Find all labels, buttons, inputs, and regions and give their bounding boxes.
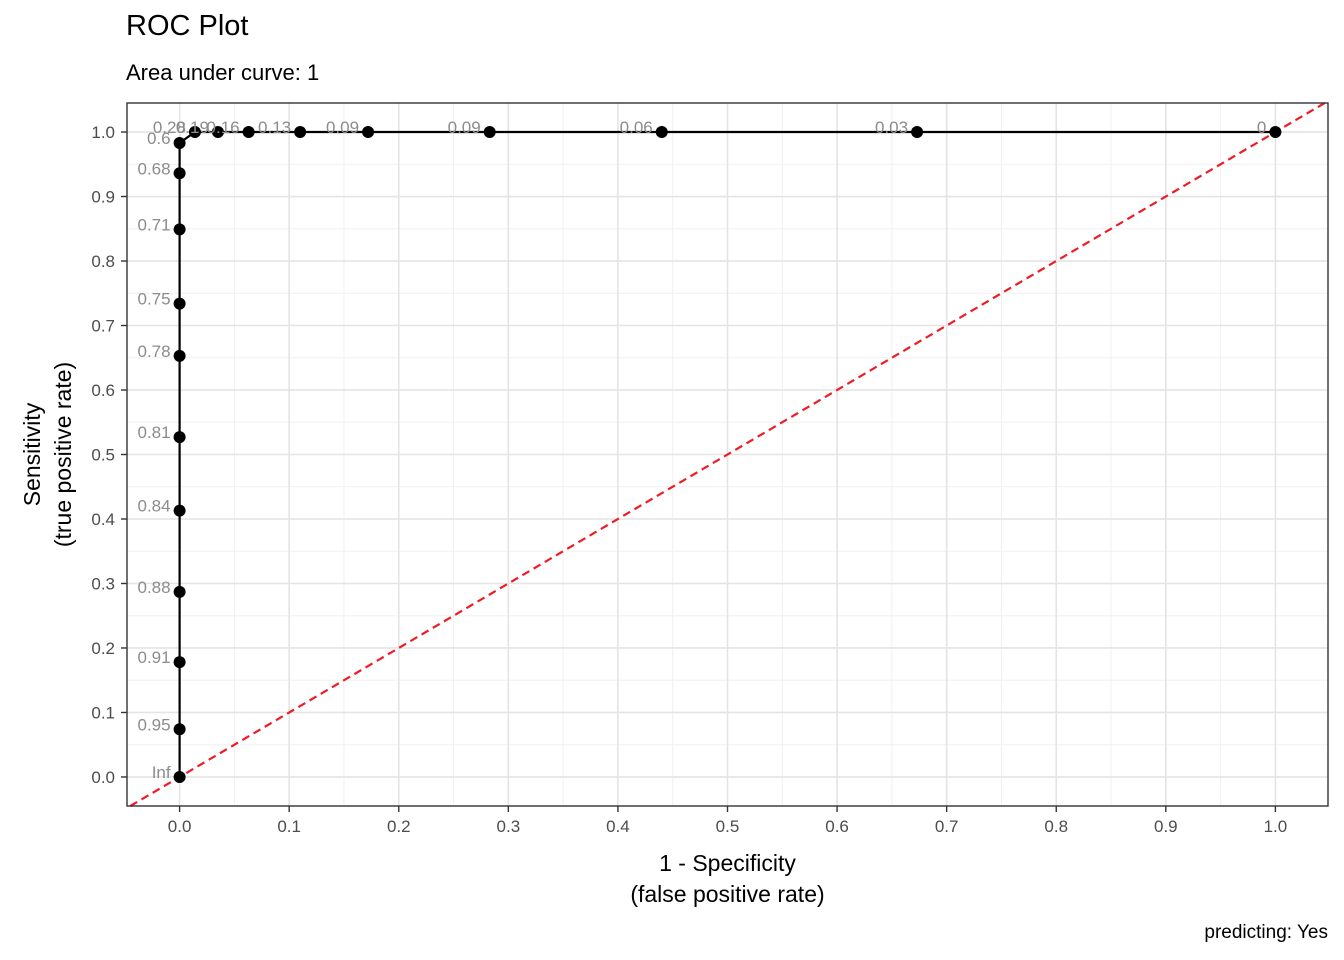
y-axis: 0.0 0.1 0.2 0.3 0.4 0.5 0.6 0.7 0.8 0.9 1.0 <box>91 123 127 787</box>
y-tick-label: 0.3 <box>91 574 115 593</box>
reference-line <box>129 102 1326 807</box>
threshold-labels: Inf 0.95 0.91 0.88 0.84 0.81 0.78 0.75 0.71 0.68 0… <box>138 118 1267 782</box>
x-tick-label: 0.0 <box>168 817 192 836</box>
y-tick-label: 0.8 <box>91 252 115 271</box>
chart-subtitle: Area under curve: 1 <box>126 60 320 85</box>
y-tick-label: 0.7 <box>91 317 115 336</box>
reference-diagonal <box>129 102 1326 807</box>
roc-point <box>173 585 186 598</box>
threshold-label: 0.16 <box>207 118 240 137</box>
y-tick-label: 0.5 <box>91 446 115 465</box>
y-tick-label: 0.9 <box>91 188 115 207</box>
roc-point <box>173 431 186 444</box>
x-tick-label: 0.5 <box>716 817 740 836</box>
threshold-label: 0.75 <box>138 290 171 309</box>
y-tick-label: 0.4 <box>91 510 115 529</box>
threshold-label: 0.78 <box>138 342 171 361</box>
x-tick-label: 0.1 <box>277 817 301 836</box>
roc-curve-line <box>178 130 1276 777</box>
x-tick-label: 1.0 <box>1264 817 1288 836</box>
roc-point <box>173 349 186 362</box>
y-axis-label: Sensitivity (true positive rate) <box>19 362 76 547</box>
x-axis-title-line: 1 - Specificity <box>659 850 796 876</box>
caption-predicting: predicting: Yes <box>1204 922 1328 943</box>
chart-title: ROC Plot <box>126 10 249 42</box>
x-tick-label: 0.6 <box>825 817 849 836</box>
roc-point <box>173 770 186 783</box>
roc-point <box>911 126 924 139</box>
roc-point <box>173 223 186 236</box>
roc-curve <box>173 126 1282 783</box>
x-tick-label: 0.4 <box>606 817 630 836</box>
roc-point <box>242 126 255 139</box>
roc-point <box>483 126 496 139</box>
threshold-label: 0.68 <box>138 159 171 178</box>
threshold-label: 0.71 <box>138 215 171 234</box>
roc-point <box>362 126 375 139</box>
roc-point <box>173 297 186 310</box>
threshold-label: 0.13 <box>258 118 291 137</box>
threshold-label: 0.03 <box>875 118 908 137</box>
roc-point <box>173 504 186 517</box>
threshold-label: 0.06 <box>620 118 653 137</box>
roc-point <box>294 126 307 139</box>
y-tick-label: 1.0 <box>91 123 115 142</box>
threshold-label: 0.84 <box>138 497 171 516</box>
threshold-label: 0.81 <box>138 423 171 442</box>
y-tick-label: 0.0 <box>91 768 115 787</box>
x-axis: 0.0 0.1 0.2 0.3 0.4 0.5 0.6 0.7 0.8 0.9 1.0 <box>168 806 1287 836</box>
threshold-label: Inf <box>152 763 171 782</box>
y-axis-title-line: Sensitivity <box>19 402 45 506</box>
roc-point <box>1269 126 1282 139</box>
roc-point <box>173 723 186 736</box>
y-tick-label: 0.1 <box>91 703 115 722</box>
x-tick-label: 0.8 <box>1044 817 1068 836</box>
roc-point <box>188 126 201 139</box>
roc-point <box>173 656 186 669</box>
threshold-label: 0.91 <box>138 648 171 667</box>
threshold-label: 0 <box>1257 118 1266 137</box>
threshold-label: 0.95 <box>138 715 171 734</box>
roc-point <box>173 167 186 180</box>
x-axis-label: 1 - Specificity (false positive rate) <box>630 850 824 907</box>
x-tick-label: 0.3 <box>497 817 521 836</box>
x-tick-label: 0.7 <box>935 817 959 836</box>
y-axis-title-line: (true positive rate) <box>50 362 76 547</box>
roc-point <box>173 136 186 149</box>
threshold-label: 0.28 <box>153 118 186 137</box>
x-axis-title-line: (false positive rate) <box>630 881 824 907</box>
threshold-label: 0.09 <box>326 118 359 137</box>
x-tick-label: 0.9 <box>1154 817 1178 836</box>
y-tick-label: 0.6 <box>91 381 115 400</box>
threshold-label: 0.6 <box>147 129 171 148</box>
roc-point <box>211 126 224 139</box>
y-tick-label: 0.2 <box>91 639 115 658</box>
threshold-label: 0.09 <box>448 118 481 137</box>
roc-point <box>655 126 668 139</box>
x-tick-label: 0.2 <box>387 817 411 836</box>
threshold-label: 0.19 <box>176 118 209 137</box>
threshold-label: 0.88 <box>138 578 171 597</box>
